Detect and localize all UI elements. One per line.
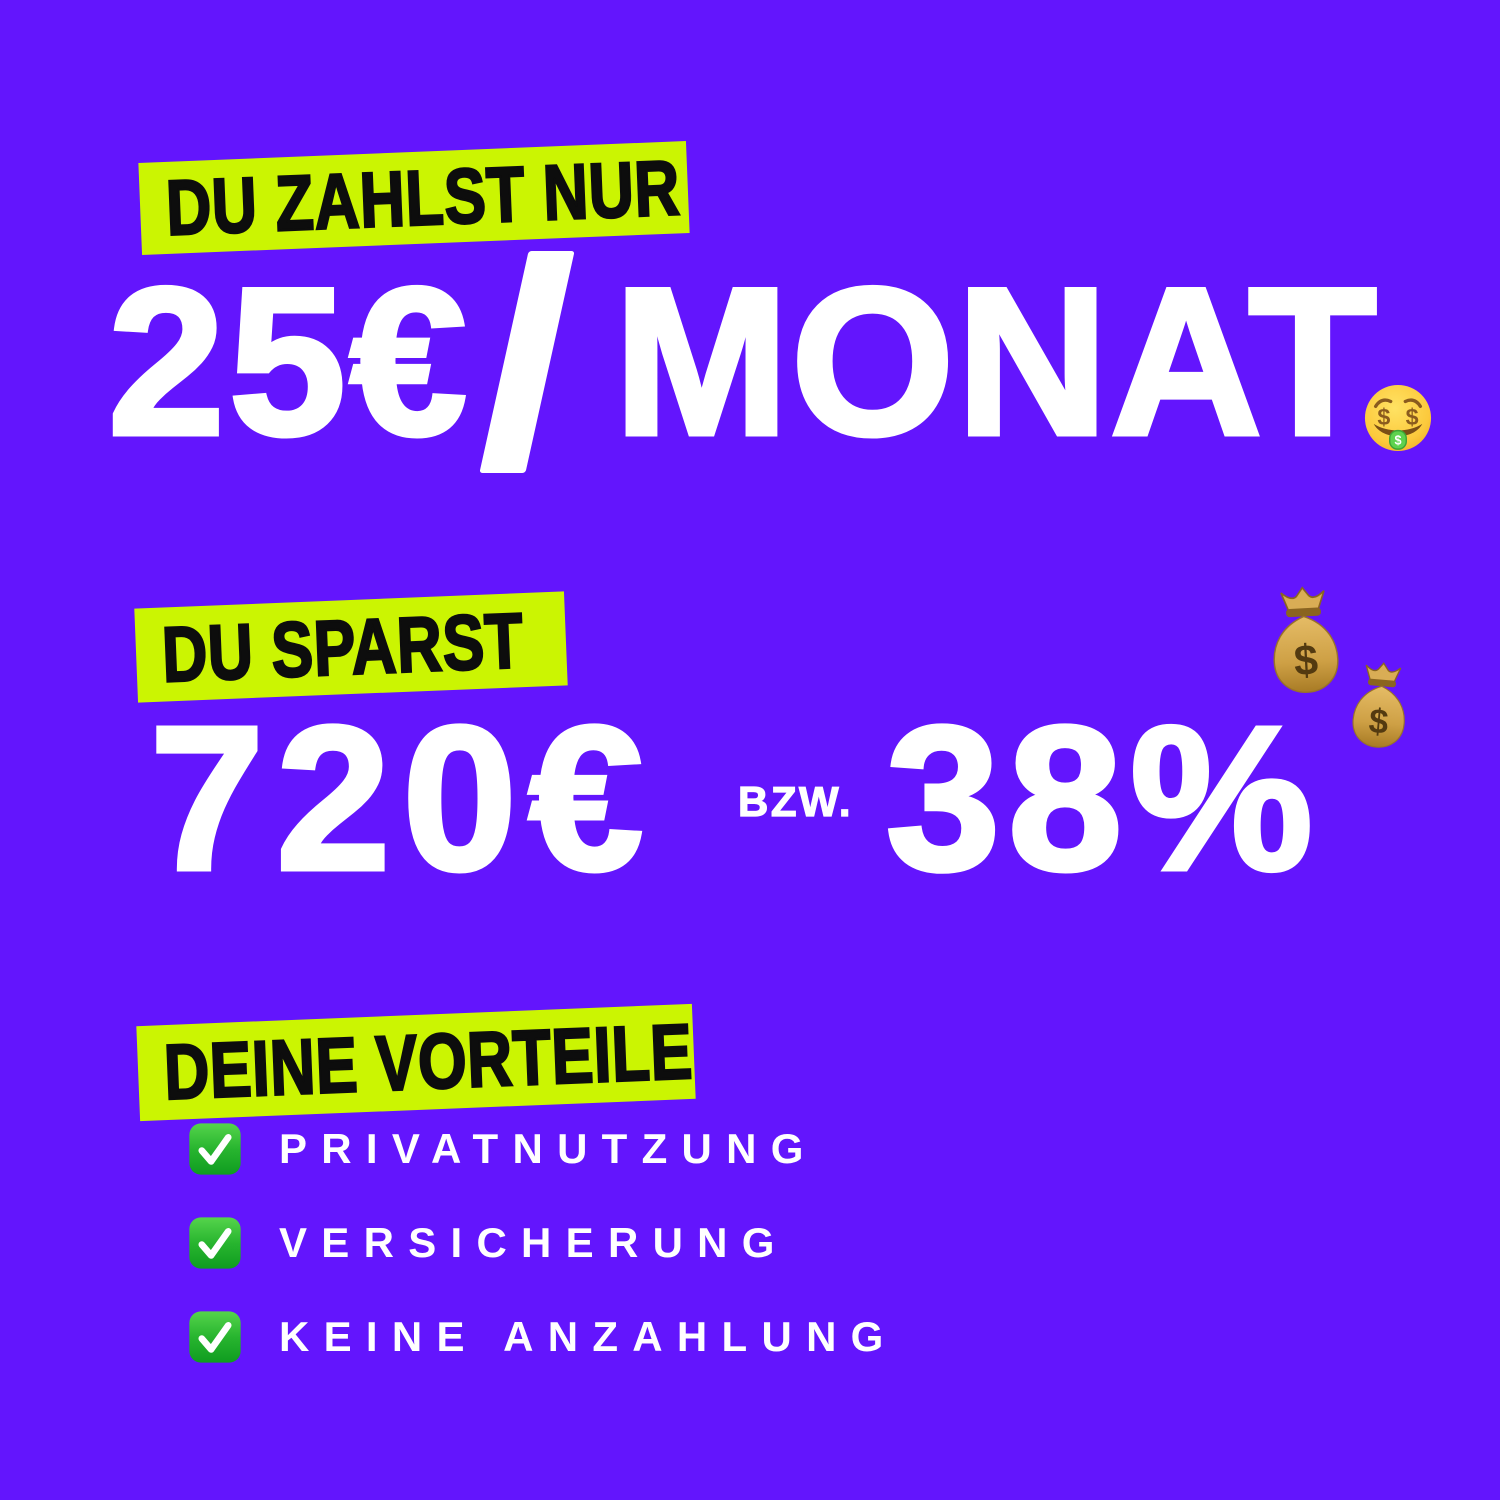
money-bag-icon-large: $ xyxy=(1273,586,1339,693)
savings-amount: 720€ xyxy=(147,684,656,913)
benefit-text: KEINE ANZAHLUNG xyxy=(279,1313,898,1360)
benefit-text: PRIVATNUTZUNG xyxy=(279,1125,818,1172)
list-item: KEINE ANZAHLUNG xyxy=(187,1309,898,1365)
savings-percentage: 38% xyxy=(884,684,1321,913)
svg-text:$: $ xyxy=(1367,702,1390,742)
monthly-price-line: 25€ / MONAT $ $ $ xyxy=(106,244,1478,497)
check-mark-icon xyxy=(189,1311,241,1363)
pay-label: DU ZAHLST NUR xyxy=(163,142,683,253)
svg-text:$: $ xyxy=(1394,434,1401,448)
list-item: VERSICHERUNG xyxy=(187,1215,898,1271)
svg-text:$: $ xyxy=(1406,404,1419,430)
savings-line: 720€ BZW. 38% xyxy=(147,684,1450,913)
benefits-label-highlight: DEINE VORTEILE xyxy=(136,1003,696,1122)
svg-text:$: $ xyxy=(1293,636,1319,685)
savings-conjunction: BZW. xyxy=(737,777,854,825)
pay-label-highlight: DU ZAHLST NUR xyxy=(138,141,690,255)
svg-text:$: $ xyxy=(1377,404,1390,430)
price-period: MONAT xyxy=(612,244,1380,479)
price-amount: 25€ xyxy=(106,244,471,479)
money-mouth-face-icon: $ $ $ xyxy=(1364,384,1432,452)
slash-separator: / xyxy=(479,251,575,473)
check-mark-icon xyxy=(189,1123,241,1175)
benefit-text: VERSICHERUNG xyxy=(279,1219,789,1266)
benefit-list: PRIVATNUTZUNG VERSICHERUNG KEINE ANZAHLU… xyxy=(187,1121,898,1365)
money-bag-icon-small: $ xyxy=(1352,662,1405,748)
check-mark-icon xyxy=(189,1217,241,1269)
benefits-label: DEINE VORTEILE xyxy=(161,1006,695,1117)
list-item: PRIVATNUTZUNG xyxy=(187,1121,898,1177)
